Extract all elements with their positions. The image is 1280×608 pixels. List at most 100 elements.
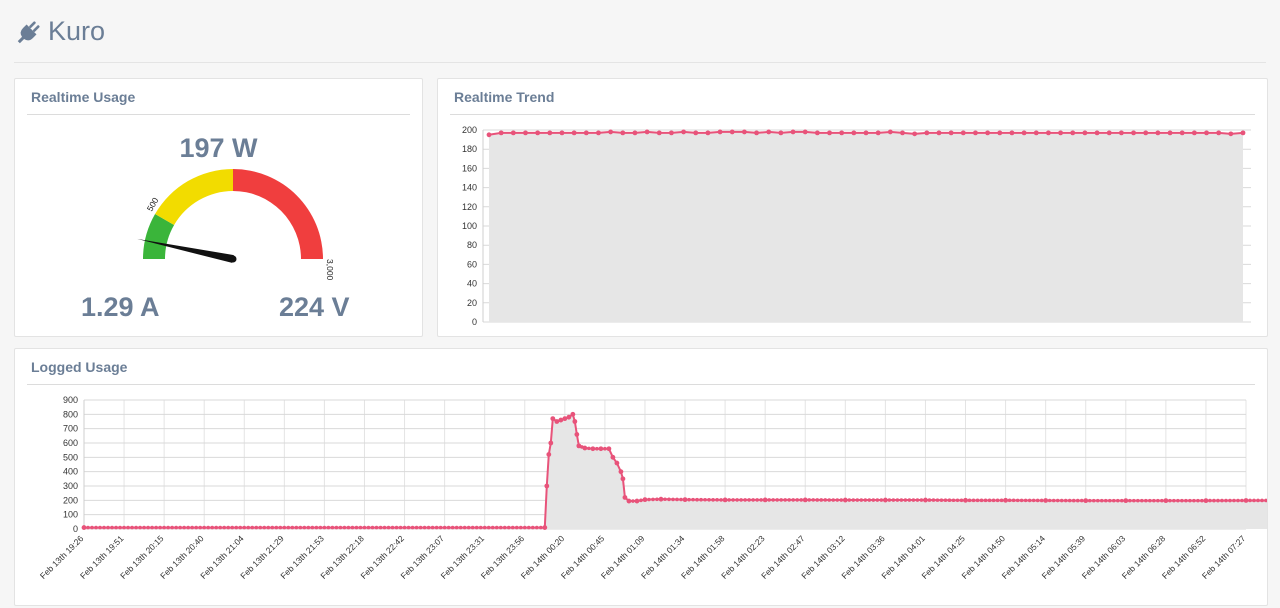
data-point [948, 130, 954, 136]
data-point [530, 525, 535, 530]
data-point [960, 130, 966, 136]
data-point [138, 525, 142, 530]
data-point [891, 498, 896, 502]
data-point [1180, 498, 1184, 503]
data-point [632, 130, 638, 136]
data-point [875, 498, 880, 502]
data-point [729, 129, 735, 135]
data-point [398, 525, 403, 530]
data-point [298, 525, 303, 530]
data-point [576, 443, 582, 449]
data-point [222, 525, 227, 530]
data-point [631, 499, 635, 503]
data-point [587, 446, 591, 451]
data-point [122, 525, 126, 530]
data-point [571, 130, 577, 136]
data-point [1047, 498, 1052, 503]
y-tick-label: 100 [462, 221, 477, 231]
data-point [622, 495, 628, 500]
data-point [1021, 130, 1027, 136]
voltage-readout: 224 V [279, 292, 350, 322]
data-point [1027, 498, 1032, 503]
data-point [590, 446, 596, 452]
data-point [158, 525, 162, 530]
data-point [1094, 130, 1100, 136]
data-point [1007, 498, 1012, 503]
data-point [559, 130, 565, 136]
data-point [727, 498, 731, 502]
plug-icon [17, 21, 40, 44]
y-tick-label: 800 [63, 409, 78, 419]
data-point [442, 525, 447, 530]
data-point [879, 498, 884, 502]
data-point [1248, 498, 1252, 503]
realtime-trend-chart: 0 20 40 60 80 100 120 140 160 180 200 [462, 125, 1251, 327]
data-point [667, 497, 671, 502]
data-point [1179, 130, 1185, 136]
data-point [1228, 131, 1234, 137]
data-point [1015, 498, 1020, 503]
data-point [354, 525, 359, 530]
data-point [1176, 498, 1180, 503]
data-point [1091, 498, 1096, 503]
data-point [851, 130, 857, 136]
data-point [1243, 498, 1249, 503]
data-point [1131, 130, 1136, 136]
area-fill [489, 131, 1243, 322]
data-point [791, 498, 796, 502]
data-point [572, 419, 578, 424]
data-point [306, 525, 311, 530]
data-point [1132, 498, 1136, 503]
data-point [831, 498, 836, 502]
data-point [790, 129, 796, 135]
data-point [438, 525, 443, 530]
data-point [570, 411, 576, 417]
data-point [210, 525, 215, 530]
y-tick-label: 200 [63, 495, 78, 505]
data-point [991, 498, 996, 503]
data-point [1103, 498, 1108, 503]
data-point [126, 525, 130, 530]
data-point [542, 525, 548, 530]
data-point [1216, 130, 1222, 136]
data-point [699, 497, 703, 502]
data-point [814, 130, 820, 136]
data-point [214, 525, 219, 530]
data-point [614, 460, 620, 466]
data-point [939, 498, 944, 502]
data-point [402, 525, 407, 530]
data-point [370, 525, 375, 530]
data-point [691, 497, 695, 502]
y-tick-label: 60 [467, 259, 477, 269]
data-point [514, 525, 519, 530]
data-point [462, 525, 467, 530]
data-point [815, 498, 820, 502]
data-point [827, 498, 832, 502]
data-point [1083, 498, 1089, 504]
data-point [995, 498, 1000, 503]
data-point [178, 525, 182, 530]
data-point [1191, 130, 1197, 136]
data-point [1055, 498, 1060, 503]
data-point [1156, 498, 1160, 503]
data-point [262, 525, 267, 530]
data-point [434, 525, 439, 530]
data-point [550, 416, 556, 422]
data-point [230, 525, 235, 530]
data-point [1168, 498, 1172, 503]
data-point [270, 525, 275, 530]
data-point [1063, 498, 1068, 503]
data-point [943, 498, 948, 502]
data-point [174, 525, 178, 530]
data-point [1196, 498, 1200, 503]
panel-title: Realtime Usage [31, 89, 136, 105]
data-point [787, 498, 792, 502]
data-point [595, 446, 599, 451]
data-point [867, 498, 872, 502]
data-point [583, 130, 589, 136]
data-point [1216, 498, 1220, 503]
data-point [258, 525, 263, 530]
data-point [936, 130, 942, 136]
data-point [482, 525, 487, 530]
data-point [86, 525, 90, 530]
